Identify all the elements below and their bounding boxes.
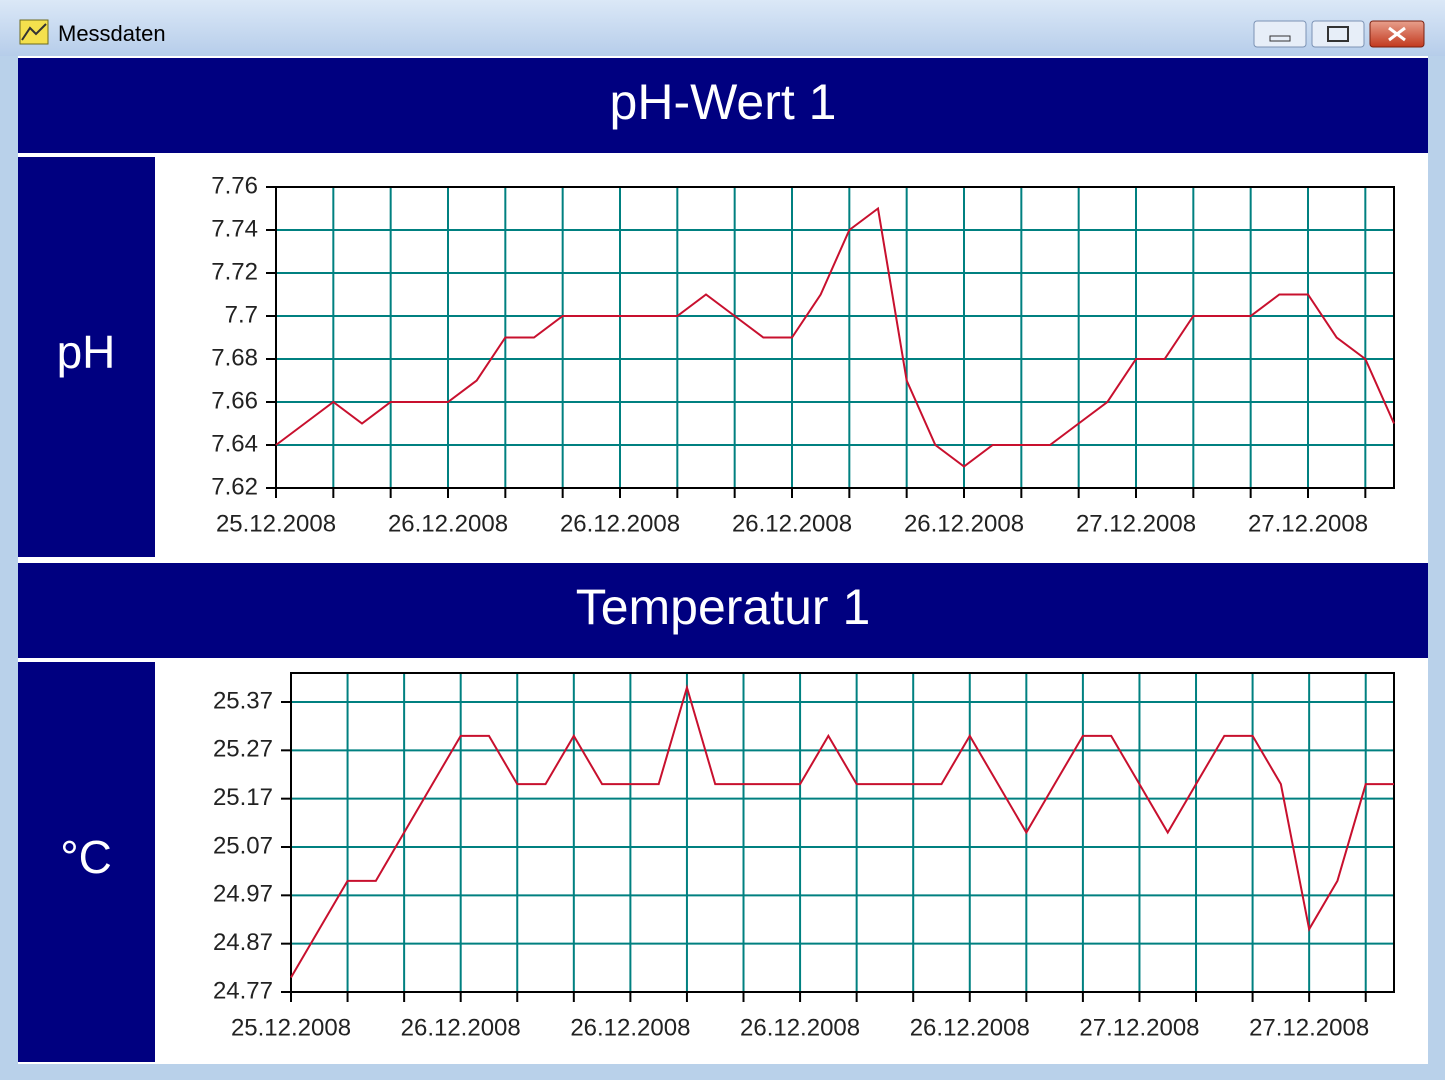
minimize-icon xyxy=(1269,35,1291,42)
y-tick-label: 7.62 xyxy=(211,473,258,500)
x-tick-label: 26.12.2008 xyxy=(401,1014,521,1041)
y-axis-label: °C xyxy=(60,831,112,883)
x-tick-label: 27.12.2008 xyxy=(1079,1014,1199,1041)
window-title: Messdaten xyxy=(58,21,166,46)
chart-banner xyxy=(18,563,1428,658)
y-tick-label: 25.07 xyxy=(213,832,273,859)
close-icon xyxy=(1388,26,1406,42)
plot-frame xyxy=(290,672,1395,993)
y-tick-label: 25.37 xyxy=(213,687,273,714)
y-tick-label: 24.77 xyxy=(213,977,273,1004)
maximize-button[interactable] xyxy=(1311,20,1365,48)
y-tick-label: 7.7 xyxy=(225,301,258,328)
y-axis-label: pH xyxy=(57,326,116,378)
client-area xyxy=(18,56,1428,1064)
app-icon xyxy=(19,19,49,45)
y-tick-label: 7.64 xyxy=(211,430,258,457)
x-tick-label: 26.12.2008 xyxy=(904,510,1024,537)
x-tick-label: 26.12.2008 xyxy=(570,1014,690,1041)
chart-title: Temperatur 1 xyxy=(576,579,871,635)
y-tick-label: 7.66 xyxy=(211,387,258,414)
x-tick-label: 25.12.2008 xyxy=(231,1014,351,1041)
y-tick-label: 25.17 xyxy=(213,784,273,811)
x-tick-label: 26.12.2008 xyxy=(740,1014,860,1041)
x-tick-label: 26.12.2008 xyxy=(732,510,852,537)
x-tick-label: 27.12.2008 xyxy=(1076,510,1196,537)
x-tick-label: 25.12.2008 xyxy=(216,510,336,537)
y-tick-label: 7.74 xyxy=(211,215,258,242)
chart-title: pH-Wert 1 xyxy=(610,74,837,130)
unit-panel xyxy=(18,662,155,1062)
minimize-button[interactable] xyxy=(1253,20,1307,48)
data-line xyxy=(275,206,1395,468)
y-tick-label: 7.68 xyxy=(211,344,258,371)
charts: pH-Wert 1 pH 7.62 7.64 7.66 7.68 7.7 7.72 7.74 7.… xyxy=(18,58,1428,1062)
x-tick-label: 27.12.2008 xyxy=(1248,510,1368,537)
data-line xyxy=(290,683,1394,979)
title-bar xyxy=(0,0,1445,56)
y-tick-label: 7.76 xyxy=(211,172,258,199)
unit-panel xyxy=(18,157,155,557)
x-tick-label: 27.12.2008 xyxy=(1249,1014,1369,1041)
x-tick-label: 26.12.2008 xyxy=(560,510,680,537)
chart-banner xyxy=(18,58,1428,153)
plot-frame xyxy=(275,186,1395,489)
y-tick-label: 24.97 xyxy=(213,881,273,908)
x-tick-label: 26.12.2008 xyxy=(388,510,508,537)
maximize-icon xyxy=(1327,26,1349,42)
y-tick-label: 7.72 xyxy=(211,258,258,285)
y-tick-label: 24.87 xyxy=(213,929,273,956)
y-tick-label: 25.27 xyxy=(213,736,273,763)
x-tick-label: 26.12.2008 xyxy=(910,1014,1030,1041)
